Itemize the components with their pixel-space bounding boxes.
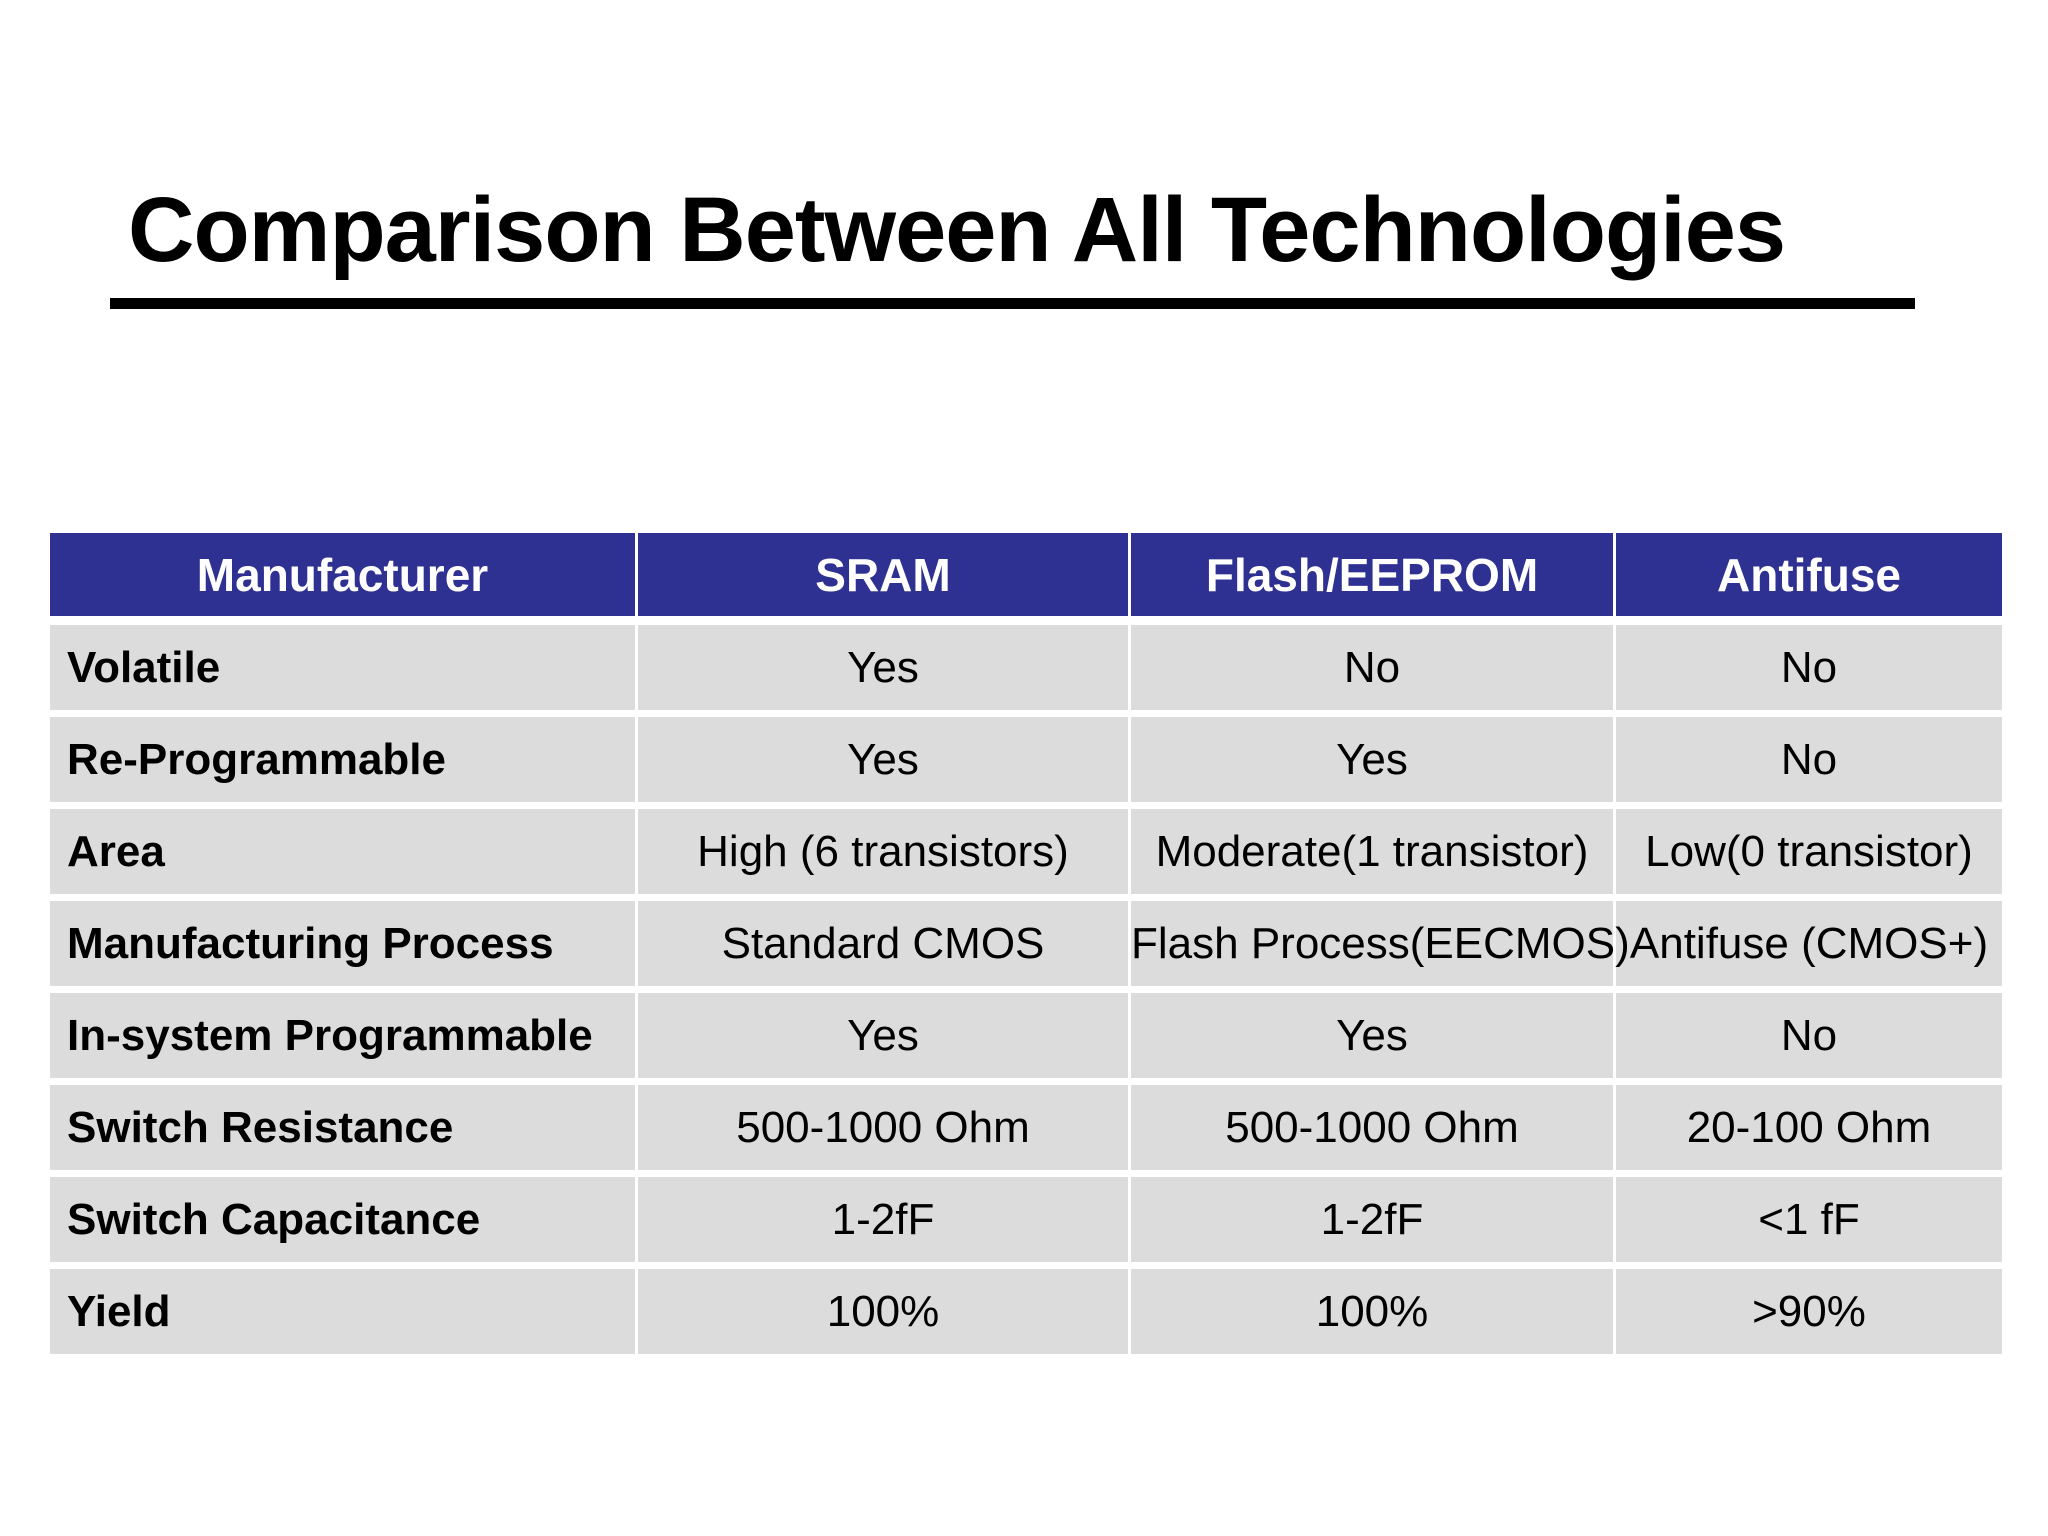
cell-sram: 1-2fF: [638, 1177, 1128, 1269]
cell-antifuse: Low(0 transistor): [1616, 809, 2002, 901]
cell-sram: Yes: [638, 625, 1128, 717]
cell-antifuse: Antifuse (CMOS+): [1616, 901, 2002, 993]
cell-flash: Moderate(1 transistor): [1131, 809, 1613, 901]
cell-flash: Yes: [1131, 717, 1613, 809]
header-manufacturer: Manufacturer: [50, 533, 635, 625]
table-row: Yield 100% 100% >90%: [50, 1269, 2002, 1354]
row-label: Re-Programmable: [50, 717, 635, 809]
slide-title: Comparison Between All Technologies: [128, 179, 1786, 281]
cell-flash: Yes: [1131, 993, 1613, 1085]
cell-flash: No: [1131, 625, 1613, 717]
cell-antifuse: 20-100 Ohm: [1616, 1085, 2002, 1177]
cell-sram: Yes: [638, 993, 1128, 1085]
header-antifuse: Antifuse: [1616, 533, 2002, 625]
cell-flash: 500-1000 Ohm: [1131, 1085, 1613, 1177]
cell-antifuse: >90%: [1616, 1269, 2002, 1354]
comparison-table: Manufacturer SRAM Flash/EEPROM Antifuse …: [47, 533, 2005, 1354]
table-row: Manufacturing Process Standard CMOS Flas…: [50, 901, 2002, 993]
cell-antifuse: No: [1616, 625, 2002, 717]
cell-antifuse: <1 fF: [1616, 1177, 2002, 1269]
header-flash-eeprom: Flash/EEPROM: [1131, 533, 1613, 625]
table-row: Volatile Yes No No: [50, 625, 2002, 717]
cell-flash: 1-2fF: [1131, 1177, 1613, 1269]
cell-sram: 500-1000 Ohm: [638, 1085, 1128, 1177]
row-label: Area: [50, 809, 635, 901]
table-row: Switch Resistance 500-1000 Ohm 500-1000 …: [50, 1085, 2002, 1177]
header-sram: SRAM: [638, 533, 1128, 625]
table-row: In-system Programmable Yes Yes No: [50, 993, 2002, 1085]
cell-flash: Flash Process(EECMOS): [1131, 901, 1630, 993]
table-row: Area High (6 transistors) Moderate(1 tra…: [50, 809, 2002, 901]
cell-sram: Standard CMOS: [638, 901, 1128, 993]
cell-flash: 100%: [1131, 1269, 1613, 1354]
row-label: Manufacturing Process: [50, 901, 635, 993]
table-row: Switch Capacitance 1-2fF 1-2fF <1 fF: [50, 1177, 2002, 1269]
table-row: Re-Programmable Yes Yes No: [50, 717, 2002, 809]
row-label: Switch Resistance: [50, 1085, 635, 1177]
table-header-row: Manufacturer SRAM Flash/EEPROM Antifuse: [50, 533, 2002, 625]
row-label: Volatile: [50, 625, 635, 717]
cell-sram: 100%: [638, 1269, 1128, 1354]
cell-antifuse: No: [1616, 717, 2002, 809]
comparison-table-container: Manufacturer SRAM Flash/EEPROM Antifuse …: [47, 533, 2002, 1354]
row-label: Yield: [50, 1269, 635, 1354]
cell-sram: High (6 transistors): [638, 809, 1128, 901]
cell-antifuse: No: [1616, 993, 2002, 1085]
title-underline: [110, 298, 1915, 309]
row-label: In-system Programmable: [50, 993, 635, 1085]
row-label: Switch Capacitance: [50, 1177, 635, 1269]
cell-sram: Yes: [638, 717, 1128, 809]
